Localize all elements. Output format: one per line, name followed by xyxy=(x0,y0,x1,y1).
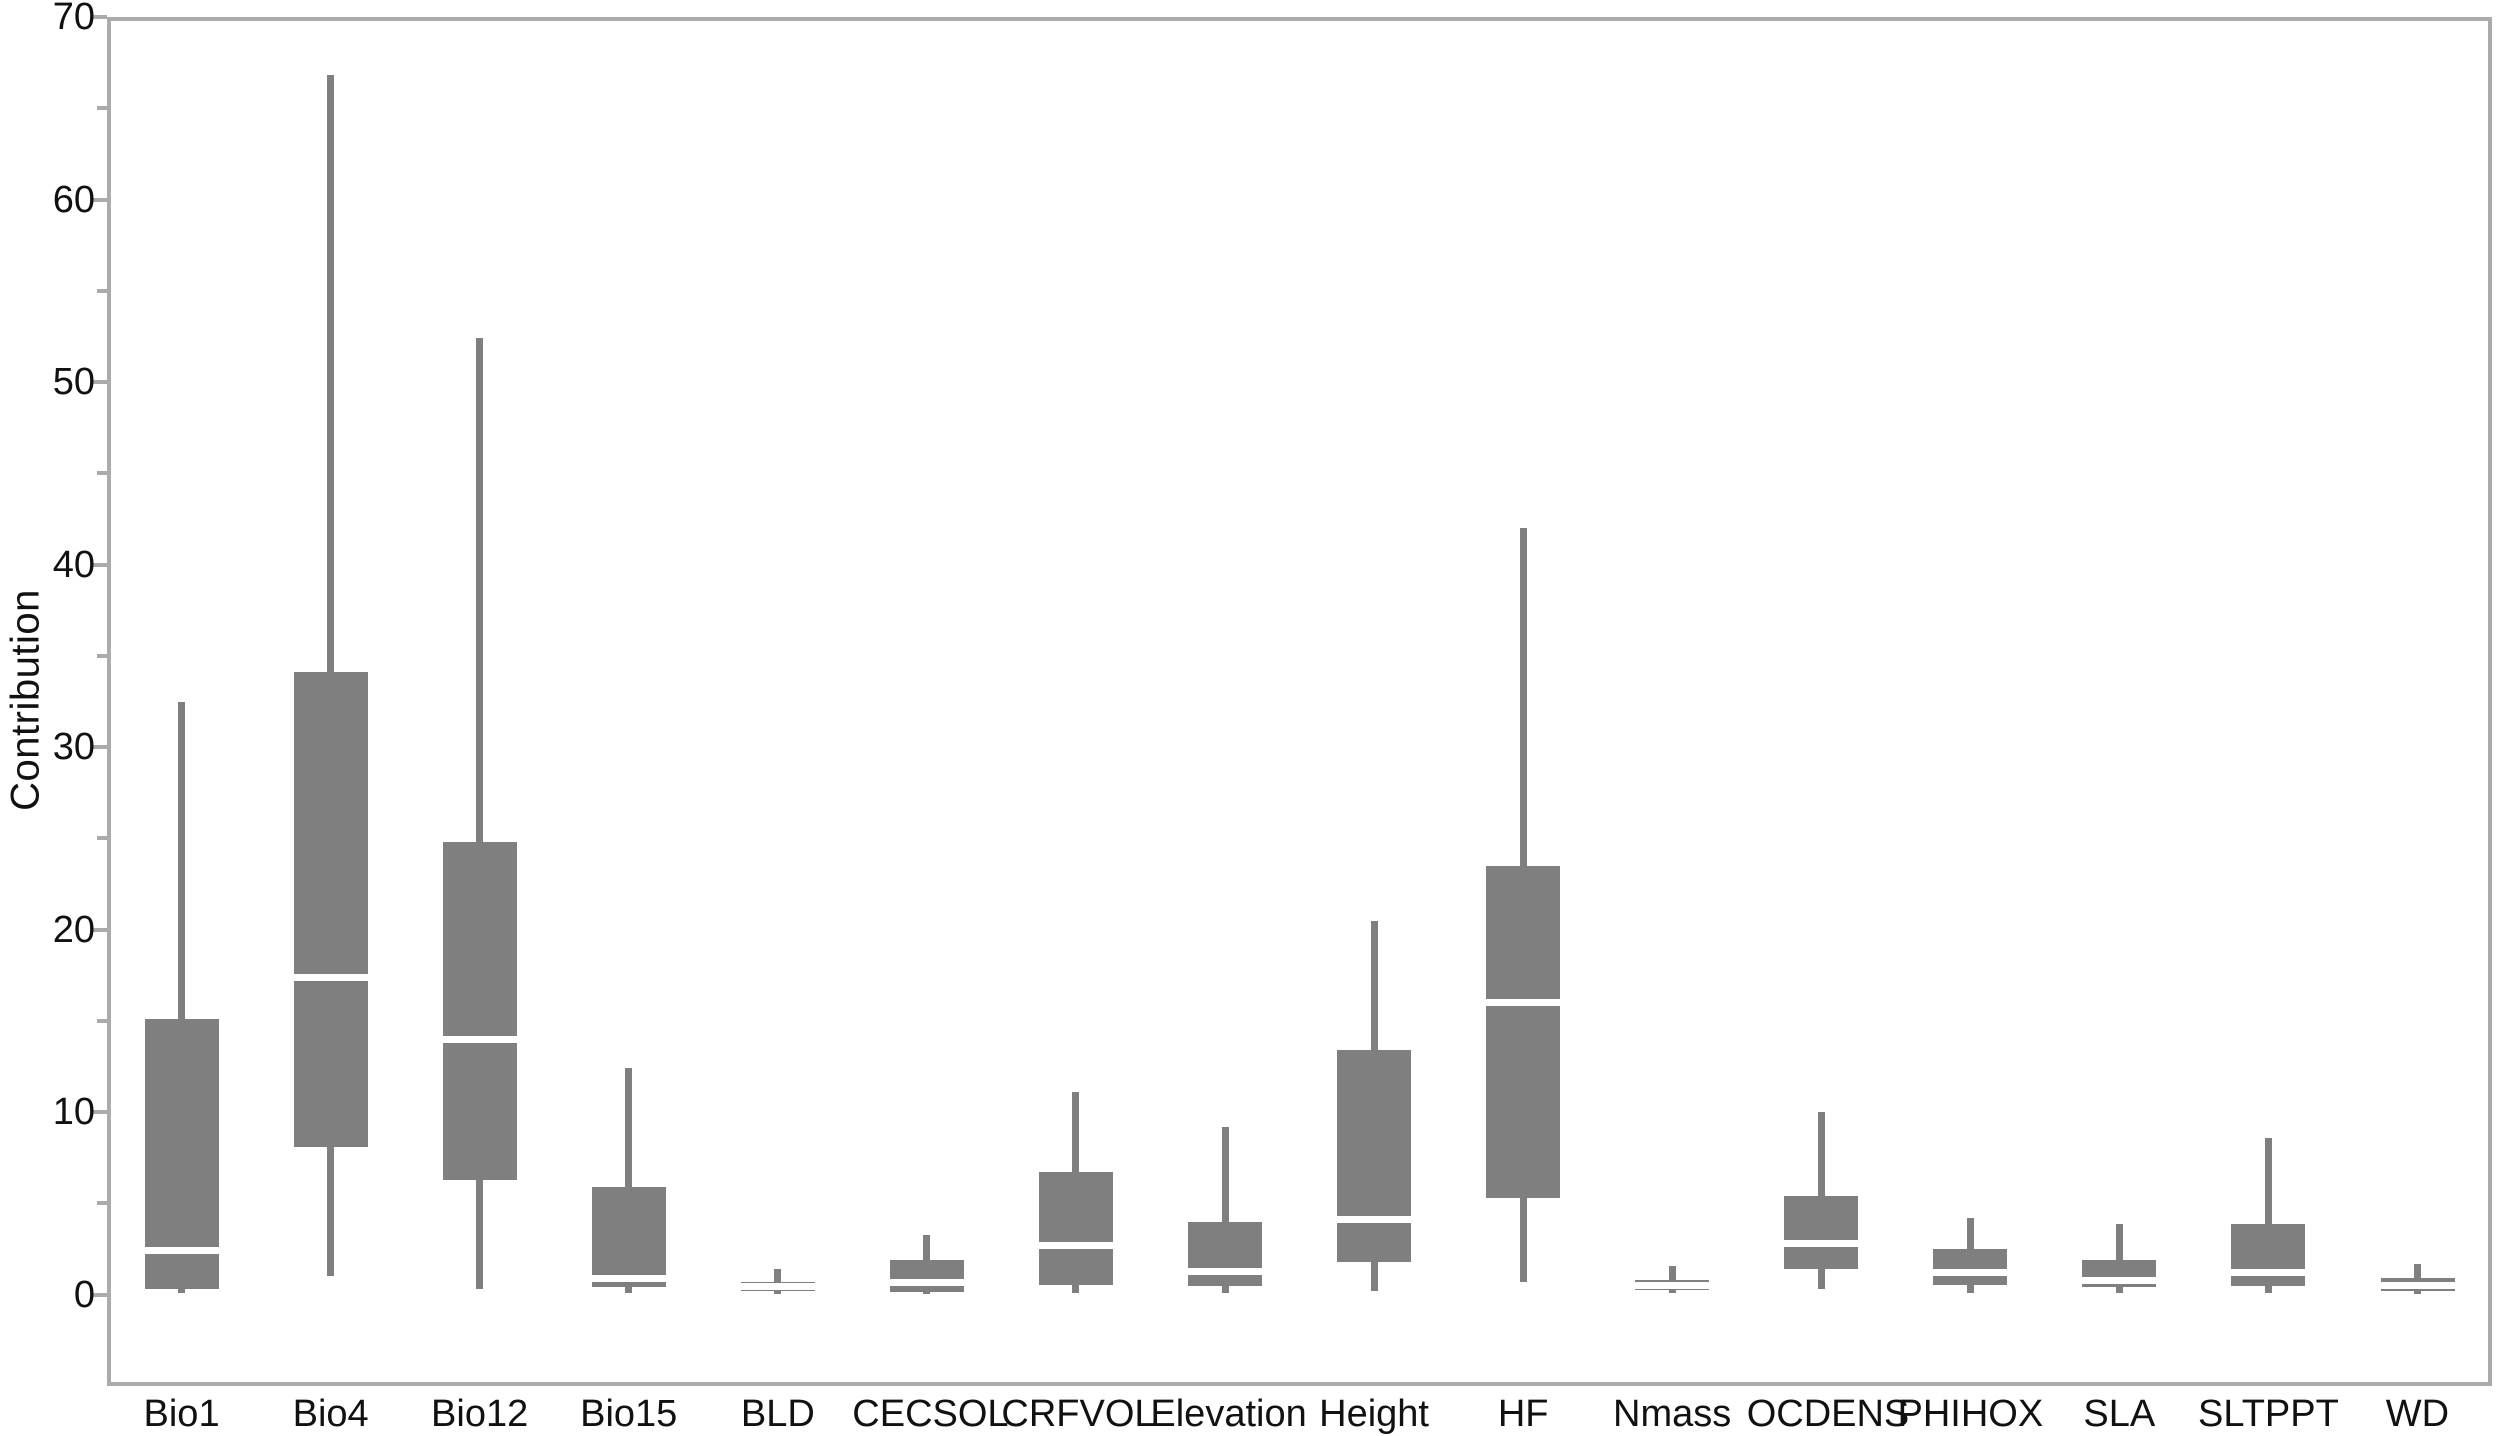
y-minor-tick-15 xyxy=(97,1018,107,1023)
box-Bio15 xyxy=(591,1187,666,1288)
x-label-PHIHOX: PHIHOX xyxy=(1897,1393,2044,1435)
median-SLTPPT xyxy=(2231,1269,2306,1277)
x-label-Bio1: Bio1 xyxy=(143,1393,220,1435)
whisker-Bio1 xyxy=(178,701,185,1293)
x-label-HF: HF xyxy=(1497,1393,1549,1435)
median-OCDENS xyxy=(1784,1240,1859,1248)
y-tick-label-10: 10 xyxy=(52,1091,95,1134)
box-CECSOL xyxy=(889,1260,964,1292)
median-Nmass xyxy=(1635,1282,1710,1290)
median-PHIHOX xyxy=(1933,1269,2008,1277)
whisker-Nmass xyxy=(1668,1265,1676,1293)
box-Height xyxy=(1337,1050,1411,1262)
x-label-Nmass: Nmass xyxy=(1613,1393,1732,1435)
y-minor-tick-65 xyxy=(97,106,107,111)
y-axis-title: Contribution xyxy=(3,589,48,811)
x-label-Elevation: Elevation xyxy=(1150,1393,1307,1435)
y-minor-tick-25 xyxy=(97,836,107,841)
y-tick-label-70: 70 xyxy=(52,0,95,38)
y-major-tick-70 xyxy=(91,15,107,19)
y-major-tick-10 xyxy=(91,1110,107,1115)
box-CRFVOL xyxy=(1038,1172,1113,1285)
median-SLA xyxy=(2082,1276,2157,1284)
x-label-Bio15: Bio15 xyxy=(580,1393,678,1435)
box-Bio12 xyxy=(442,842,517,1180)
x-label-Bio4: Bio4 xyxy=(292,1393,369,1435)
median-CECSOL xyxy=(889,1279,964,1287)
plot-frame xyxy=(107,17,2492,1386)
median-Bio12 xyxy=(442,1035,517,1043)
y-major-tick-40 xyxy=(91,562,107,567)
y-major-tick-20 xyxy=(91,927,107,932)
median-CRFVOL xyxy=(1038,1241,1113,1249)
whisker-Bio15 xyxy=(625,1068,633,1293)
box-Bio1 xyxy=(144,1019,219,1290)
median-Bio4 xyxy=(293,973,368,981)
x-label-BLD: BLD xyxy=(740,1393,815,1435)
median-HF xyxy=(1486,999,1561,1007)
y-major-tick-0 xyxy=(91,1292,107,1297)
y-tick-label-20: 20 xyxy=(52,908,95,951)
x-label-Height: Height xyxy=(1319,1393,1429,1435)
y-minor-tick-45 xyxy=(97,471,107,476)
x-label-WD: WD xyxy=(2385,1393,2450,1435)
median-Height xyxy=(1337,1216,1411,1224)
median-Bio1 xyxy=(144,1247,219,1255)
box-Elevation xyxy=(1188,1221,1262,1286)
y-tick-label-0: 0 xyxy=(73,1273,95,1316)
x-label-SLTPPT: SLTPPT xyxy=(2198,1393,2339,1435)
median-Elevation xyxy=(1188,1267,1262,1275)
x-label-CRFVOL: CRFVOL xyxy=(1001,1393,1156,1435)
y-minor-tick-55 xyxy=(97,288,107,293)
y-tick-label-60: 60 xyxy=(52,178,95,221)
median-BLD xyxy=(740,1283,815,1290)
whisker-SLA xyxy=(2115,1223,2123,1293)
y-major-tick-50 xyxy=(91,380,107,385)
y-major-tick-30 xyxy=(91,745,107,750)
whisker-SLTPPT xyxy=(2264,1137,2272,1293)
x-label-OCDENS: OCDENS xyxy=(1746,1393,1910,1435)
median-WD xyxy=(2380,1282,2455,1290)
y-minor-tick-35 xyxy=(97,653,107,658)
whisker-BLD xyxy=(774,1269,782,1294)
y-tick-label-30: 30 xyxy=(52,726,95,769)
x-label-SLA: SLA xyxy=(2083,1393,2156,1435)
y-major-tick-60 xyxy=(91,197,107,202)
median-Bio15 xyxy=(591,1274,666,1282)
x-label-Bio12: Bio12 xyxy=(431,1393,529,1435)
box-PHIHOX xyxy=(1933,1249,2008,1285)
x-label-CECSOL: CECSOL xyxy=(852,1393,1009,1435)
y-tick-label-50: 50 xyxy=(52,361,95,404)
box-Bio4 xyxy=(293,672,368,1147)
whisker-Elevation xyxy=(1221,1126,1229,1293)
y-tick-label-40: 40 xyxy=(52,543,95,586)
whisker-Bio12 xyxy=(476,338,484,1290)
box-HF xyxy=(1486,865,1561,1198)
y-minor-tick-5 xyxy=(97,1201,107,1206)
box-OCDENS xyxy=(1784,1196,1859,1270)
